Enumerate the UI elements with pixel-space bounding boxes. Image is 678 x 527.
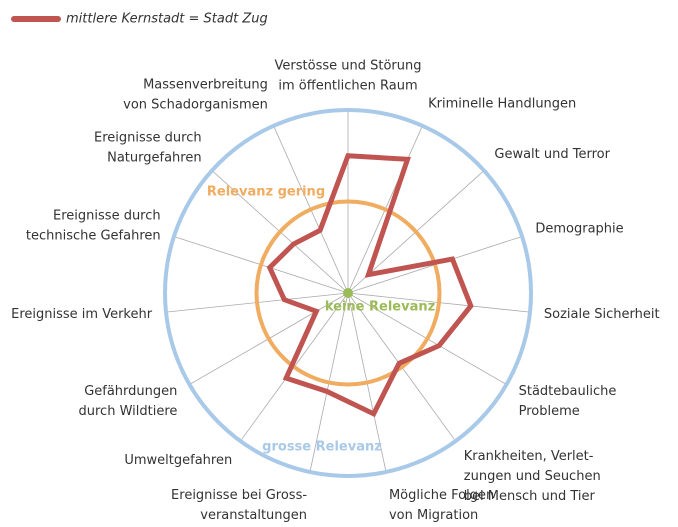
legend-label: mittlere Kernstadt = Stadt Zug (66, 12, 268, 27)
category-label: zungen und Seuchen (464, 469, 601, 484)
category-label: Städtebauliche (519, 384, 617, 399)
grid-center (343, 288, 353, 298)
category-label: Ereignisse bei Gross- (171, 488, 307, 503)
grid-circle (163, 108, 533, 478)
tick-label: grosse Relevanz (262, 440, 382, 455)
series-line (266, 153, 474, 418)
grid-circle (254, 199, 442, 387)
category-label: Gewalt und Terror (494, 147, 610, 162)
category-label: von Migration (389, 508, 478, 523)
category-label: Ereignisse durch (94, 130, 202, 145)
category-label: durch Wildtiere (79, 404, 178, 419)
category-label: Umweltgefahren (124, 453, 232, 468)
category-label: Verstösse und Störung (275, 59, 422, 74)
category-label: technische Gefahren (26, 228, 161, 243)
category-label: Demographie (535, 222, 623, 237)
category-label: Krankheiten, Verlet- (464, 449, 594, 464)
category-label: bei Mensch und Tier (464, 489, 596, 504)
category-label: Naturgefahren (107, 150, 201, 165)
category-label: Kriminelle Handlungen (428, 96, 576, 111)
category-label: Massenverbreitung (143, 77, 268, 92)
category-label: Soziale Sicherheit (544, 307, 660, 322)
tick-label: keine Relevanz (325, 300, 435, 315)
category-label: von Schadorganismen (123, 97, 268, 112)
category-label: Probleme (519, 404, 580, 419)
category-label: Gefährdungen (84, 384, 177, 399)
category-label: Ereignisse durch (53, 208, 161, 223)
category-label: Ereignisse im Verkehr (11, 307, 153, 322)
category-label: im öffentlichen Raum (278, 79, 417, 94)
category-label: veranstaltungen (200, 508, 307, 523)
category-label: Mögliche Folgen (389, 488, 494, 503)
tick-label: Relevanz gering (207, 185, 325, 200)
